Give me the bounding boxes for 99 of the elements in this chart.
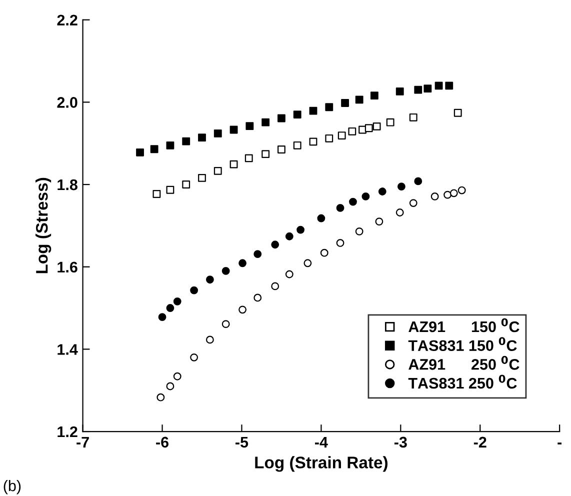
x-axis-title: Log (Strain Rate): [255, 456, 388, 472]
point: [166, 382, 174, 390]
point: [254, 294, 262, 302]
point: [158, 313, 166, 322]
x-tick-label: -7: [76, 436, 89, 448]
point: [198, 134, 206, 142]
point: [309, 106, 318, 115]
point: [182, 137, 190, 146]
legend-label: AZ91 150 $^{0}$C: [408, 318, 520, 332]
point: [173, 297, 182, 306]
legend-label: TAS831 150 $^{0}$C: [408, 337, 517, 352]
point: [444, 190, 452, 199]
point: [271, 240, 280, 249]
point: [364, 124, 373, 132]
point: [362, 192, 370, 200]
x-tick-label: -: [558, 442, 562, 444]
point: [238, 306, 246, 314]
point: [222, 267, 230, 275]
point: [246, 122, 254, 130]
legend-label: AZ91 250 $^{0}$C: [408, 356, 520, 370]
point: [285, 232, 294, 240]
y-tick-label: 1.6: [58, 262, 78, 273]
point: [262, 150, 270, 158]
point: [238, 259, 246, 268]
point: [430, 192, 439, 200]
point: [156, 393, 165, 402]
point: [230, 160, 238, 168]
point: [296, 226, 304, 234]
point: [370, 92, 378, 100]
point: [198, 174, 206, 182]
point: [285, 270, 294, 278]
point: [348, 127, 356, 136]
point: [414, 177, 422, 186]
y-tick-label: 1.2: [58, 426, 78, 438]
point: [409, 113, 418, 122]
point: [325, 134, 334, 142]
point: [336, 239, 344, 247]
y-tick-label: 2.2: [57, 14, 78, 26]
point: [336, 204, 344, 212]
point: [262, 118, 270, 126]
x-tick-label: -6: [156, 436, 168, 448]
point: [458, 186, 466, 194]
point: [309, 138, 318, 146]
point: [424, 84, 432, 93]
point: [190, 286, 198, 294]
y-axis-title: Log (Stress): [36, 178, 52, 274]
legend-label: TAS831 250 $^{0}$C: [408, 374, 517, 389]
text: (b): [4, 480, 21, 494]
point: [397, 182, 406, 191]
y-tick-label: 1.4: [58, 344, 78, 355]
y-tick-label: 2.0: [57, 97, 78, 108]
point: [396, 88, 404, 96]
point: [341, 99, 349, 107]
point: [375, 218, 384, 226]
point: [271, 282, 280, 290]
point: [150, 145, 158, 154]
point: [409, 199, 418, 207]
point: [396, 208, 404, 216]
point: [454, 108, 462, 117]
x-tick-label: -3: [394, 436, 407, 448]
point: [450, 189, 458, 198]
point: [166, 141, 174, 150]
point: [222, 320, 230, 328]
point: [182, 180, 190, 188]
point: [372, 122, 381, 130]
point: [293, 110, 302, 118]
point: [173, 372, 182, 380]
point: [214, 130, 222, 138]
point: [355, 96, 364, 104]
point: [434, 82, 443, 90]
point: [293, 141, 302, 150]
point: [317, 214, 326, 222]
point: [166, 304, 174, 312]
point: [206, 276, 214, 284]
point: [166, 186, 174, 194]
point: [445, 82, 454, 90]
y-tick-label: 1.8: [58, 179, 78, 190]
point: [206, 336, 214, 344]
point: [378, 188, 386, 196]
point: [414, 86, 422, 94]
point: [304, 259, 312, 268]
point: [230, 126, 238, 134]
x-tick-label: -4: [314, 436, 328, 448]
point: [278, 114, 286, 122]
point: [325, 103, 334, 112]
point: [254, 250, 262, 258]
point: [349, 198, 357, 206]
point: [152, 190, 161, 198]
x-tick-label: -2: [474, 436, 486, 448]
point: [355, 227, 364, 236]
point: [338, 132, 346, 140]
x-tick-label: -5: [236, 436, 248, 448]
point: [244, 154, 253, 162]
point: [320, 248, 328, 257]
point: [278, 146, 286, 154]
point: [136, 148, 144, 156]
point: [214, 166, 222, 175]
point: [190, 353, 198, 362]
point: [386, 118, 394, 126]
